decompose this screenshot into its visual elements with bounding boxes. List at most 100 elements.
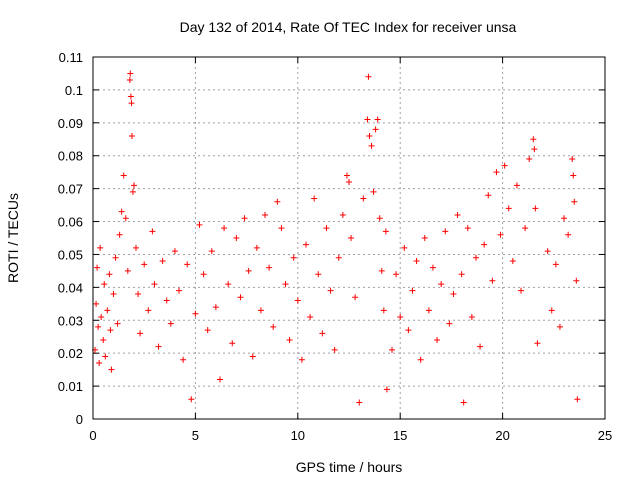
data-point: [548, 307, 555, 314]
data-point: [493, 169, 500, 176]
data-point: [290, 254, 297, 261]
data-point: [180, 356, 187, 363]
data-point: [501, 162, 508, 169]
data-point: [225, 281, 232, 288]
data-point: [544, 248, 551, 255]
data-point: [372, 126, 379, 133]
data-point: [135, 290, 142, 297]
data-point: [212, 304, 219, 311]
data-point: [270, 323, 277, 330]
data-point: [489, 277, 496, 284]
data-point: [137, 330, 144, 337]
data-point: [477, 343, 484, 350]
data-point: [262, 211, 269, 218]
data-point: [556, 323, 563, 330]
data-point: [446, 320, 453, 327]
data-point: [405, 327, 412, 334]
axis-ticks: 0 5 10 15 20 25 0 0.01 0.02 0.03 0.04 0.05 0.06 0.07 0…: [58, 50, 613, 443]
data-point: [127, 93, 134, 100]
y-tick-label: 0.04: [58, 280, 83, 295]
data-point: [104, 307, 111, 314]
data-point: [171, 248, 178, 255]
x-tick-label: 25: [598, 428, 612, 443]
data-point: [505, 205, 512, 212]
x-tick-label: 10: [291, 428, 305, 443]
data-point: [95, 323, 102, 330]
data-point: [253, 244, 260, 251]
data-point: [569, 156, 576, 163]
data-point: [360, 195, 367, 202]
y-axis-label: ROTI / TECUs: [5, 193, 21, 283]
data-point: [401, 244, 408, 251]
data-point: [188, 396, 195, 403]
data-point: [204, 327, 211, 334]
data-point: [192, 310, 199, 317]
data-point: [100, 337, 107, 344]
x-tick-label: 0: [89, 428, 96, 443]
data-point: [468, 313, 475, 320]
data-point: [368, 142, 375, 149]
data-point: [518, 287, 525, 294]
data-point: [257, 307, 264, 314]
data-point: [442, 228, 449, 235]
data-point: [120, 172, 127, 179]
x-axis-label: GPS time / hours: [296, 459, 403, 475]
data-point: [107, 327, 114, 334]
data-point: [93, 300, 100, 307]
data-point: [531, 146, 538, 153]
data-point: [112, 254, 119, 261]
y-tick-label: 0.07: [58, 182, 83, 197]
data-point: [534, 340, 541, 347]
data-point: [565, 231, 572, 238]
data-point: [382, 228, 389, 235]
data-point: [454, 211, 461, 218]
data-point: [98, 313, 105, 320]
data-point: [343, 172, 350, 179]
data-point: [485, 192, 492, 199]
data-point: [425, 307, 432, 314]
data-point: [176, 287, 183, 294]
data-point: [319, 330, 326, 337]
data-point: [102, 353, 109, 360]
data-point: [124, 267, 131, 274]
y-tick-label: 0.11: [59, 50, 83, 65]
data-point: [114, 320, 121, 327]
data-point: [393, 271, 400, 278]
data-point: [266, 264, 273, 271]
data-point: [116, 231, 123, 238]
data-point: [561, 215, 568, 222]
data-point: [282, 281, 289, 288]
data-point: [208, 248, 215, 255]
data-point: [417, 356, 424, 363]
data-point: [497, 231, 504, 238]
data-point: [278, 225, 285, 232]
data-point: [130, 182, 137, 189]
y-tick-label: 0.09: [58, 116, 83, 131]
x-tick-label: 5: [192, 428, 199, 443]
data-point: [532, 205, 539, 212]
data-point: [298, 356, 305, 363]
data-point: [323, 225, 330, 232]
data-point: [237, 294, 244, 301]
data-point: [294, 297, 301, 304]
data-point: [229, 340, 236, 347]
data-point: [141, 261, 148, 268]
data-point: [128, 100, 135, 107]
data-point: [97, 244, 104, 251]
data-point: [307, 313, 314, 320]
data-point: [366, 132, 373, 139]
data-point: [450, 290, 457, 297]
data-point: [348, 235, 355, 241]
data-point: [122, 215, 129, 222]
data-point: [464, 225, 471, 232]
y-tick-label: 0.05: [58, 247, 83, 262]
data-point: [96, 360, 103, 367]
data-point: [378, 267, 385, 274]
data-point: [151, 281, 158, 288]
data-point: [127, 70, 134, 77]
y-tick-label: 0.08: [58, 149, 83, 164]
data-point: [460, 399, 467, 406]
data-point: [364, 116, 371, 123]
data-point: [352, 294, 359, 301]
